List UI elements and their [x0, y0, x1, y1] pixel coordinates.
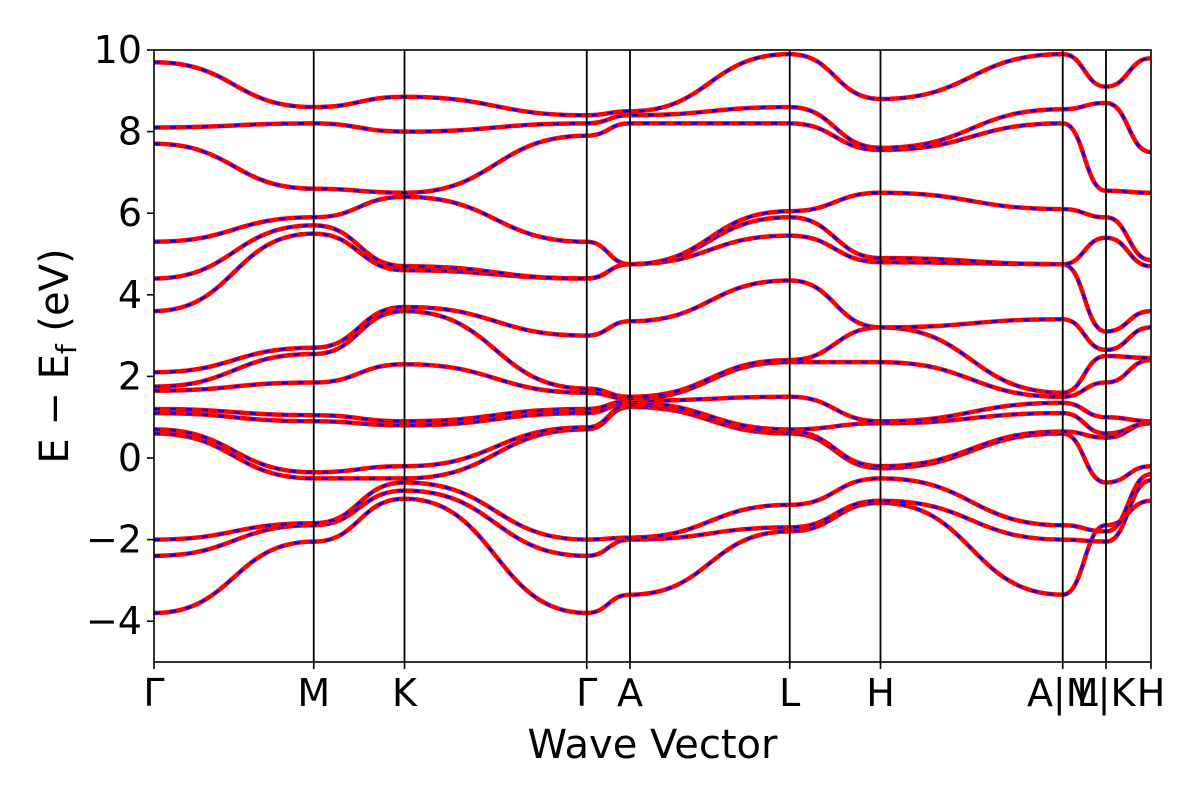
band-line-14: [154, 121, 1151, 196]
band-overlay-1: [154, 497, 1151, 615]
y-tick-label: 8: [118, 110, 142, 154]
y-tick-label: −4: [86, 599, 142, 643]
x-tick-label-5: A: [617, 671, 643, 715]
y-axis-title-main: E − E: [32, 354, 78, 464]
band-overlay-12: [154, 216, 1151, 280]
x-tick-label-4: Γ: [576, 671, 597, 715]
y-tick-label: 0: [118, 436, 142, 480]
y-tick-label: 2: [118, 354, 142, 398]
band-line-2: [154, 478, 1151, 559]
band-overlay-3: [154, 473, 1151, 541]
x-axis-title: Wave Vector: [528, 722, 779, 768]
x-tick-label-10: H: [1137, 671, 1166, 715]
x-tick-label-8: A|M: [1027, 671, 1099, 716]
x-tick-label-6: L: [779, 671, 800, 715]
x-ticks-layer: Γ M K Γ A L H A|ML|K H: [143, 662, 1165, 716]
y-axis-title-unit: (eV): [32, 248, 78, 344]
y-ticks-layer: −4 −2 0 2 4 6 8 10: [86, 28, 154, 643]
x-tick-label-7: H: [866, 671, 895, 715]
band-line-16: [154, 51, 1151, 118]
y-axis-title: E − Ef (eV): [32, 248, 83, 463]
bands-layer: [154, 51, 1151, 616]
y-tick-label: −2: [86, 518, 142, 562]
y-tick-label: 10: [94, 28, 142, 72]
x-tick-label-1: Γ: [143, 671, 164, 715]
band-line-10: [154, 278, 1151, 375]
band-line-11: [154, 231, 1151, 334]
x-tick-label-9: L|K: [1077, 671, 1137, 716]
kpoint-lines-layer: [312, 50, 1107, 662]
band-overlay-14: [154, 122, 1151, 195]
band-overlay-15: [154, 101, 1151, 154]
band-overlay-11: [154, 232, 1151, 333]
band-line-13: [154, 190, 1151, 267]
band-overlay-2: [154, 479, 1151, 558]
x-tick-label-3: K: [392, 671, 418, 715]
band-overlay-10: [154, 279, 1151, 374]
y-tick-label: 6: [118, 191, 142, 235]
y-axis-title-subscript: f: [50, 343, 83, 354]
x-tick-label-2: M: [297, 671, 330, 715]
plot-frame: [153, 49, 1152, 663]
y-tick-label: 4: [118, 273, 142, 317]
